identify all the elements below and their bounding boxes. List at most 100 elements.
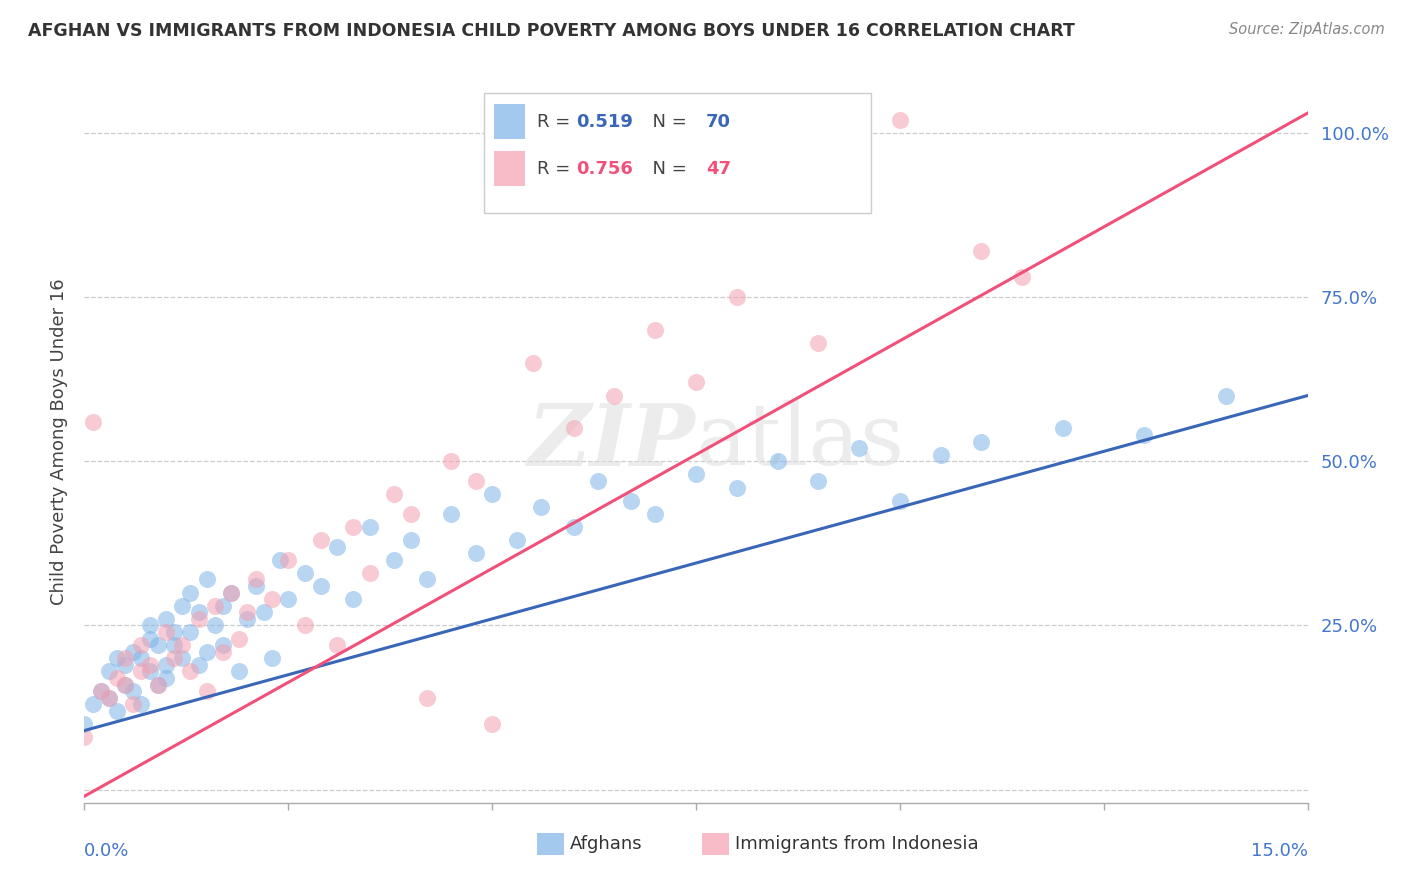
Point: [163, 638, 186, 652]
Point: [90, 684, 112, 698]
Point: [1133, 428, 1156, 442]
Point: [228, 665, 250, 679]
Text: Source: ZipAtlas.com: Source: ZipAtlas.com: [1229, 22, 1385, 37]
Point: [97, 665, 120, 679]
Point: [440, 507, 463, 521]
Point: [359, 520, 381, 534]
Text: R =: R =: [537, 160, 576, 178]
Point: [155, 671, 177, 685]
Point: [253, 605, 276, 619]
Text: 0.756: 0.756: [576, 160, 633, 178]
Point: [172, 651, 194, 665]
Bar: [537, 833, 564, 855]
Point: [195, 573, 218, 587]
Point: [97, 690, 120, 705]
Text: 0.0%: 0.0%: [84, 842, 129, 860]
Point: [277, 553, 299, 567]
Point: [277, 592, 299, 607]
Point: [685, 376, 707, 390]
Point: [326, 638, 349, 652]
Text: N =: N =: [641, 112, 692, 131]
Point: [219, 585, 242, 599]
Text: 47: 47: [706, 160, 731, 178]
Point: [212, 599, 235, 613]
Point: [122, 645, 145, 659]
Point: [1215, 388, 1237, 402]
Point: [326, 540, 349, 554]
Text: AFGHAN VS IMMIGRANTS FROM INDONESIA CHILD POVERTY AMONG BOYS UNDER 16 CORRELATIO: AFGHAN VS IMMIGRANTS FROM INDONESIA CHIL…: [28, 22, 1076, 40]
Point: [187, 605, 209, 619]
Point: [187, 612, 209, 626]
Point: [204, 599, 226, 613]
Point: [146, 677, 169, 691]
Point: [204, 618, 226, 632]
Point: [172, 599, 194, 613]
Point: [644, 323, 666, 337]
Text: N =: N =: [641, 160, 692, 178]
Point: [1011, 270, 1033, 285]
Point: [269, 553, 291, 567]
Point: [114, 657, 136, 672]
Point: [416, 690, 439, 705]
Point: [464, 546, 486, 560]
Text: R =: R =: [537, 112, 576, 131]
Point: [382, 487, 405, 501]
Point: [138, 618, 160, 632]
Bar: [702, 833, 728, 855]
Point: [105, 704, 128, 718]
Point: [82, 698, 104, 712]
Point: [155, 625, 177, 640]
Point: [644, 507, 666, 521]
Point: [163, 651, 186, 665]
Point: [97, 690, 120, 705]
Point: [359, 566, 381, 580]
Point: [464, 474, 486, 488]
Point: [603, 388, 626, 402]
Point: [122, 698, 145, 712]
Text: atlas: atlas: [696, 400, 905, 483]
Point: [146, 638, 169, 652]
Point: [522, 356, 544, 370]
Point: [245, 579, 267, 593]
Point: [163, 625, 186, 640]
Y-axis label: Child Poverty Among Boys Under 16: Child Poverty Among Boys Under 16: [49, 278, 67, 605]
Text: 15.0%: 15.0%: [1250, 842, 1308, 860]
Point: [138, 657, 160, 672]
Point: [294, 618, 316, 632]
Point: [73, 730, 96, 744]
Point: [970, 244, 993, 258]
Point: [155, 612, 177, 626]
Point: [146, 677, 169, 691]
Point: [122, 684, 145, 698]
Text: 70: 70: [706, 112, 731, 131]
Text: 0.519: 0.519: [576, 112, 633, 131]
Text: ZIP: ZIP: [529, 400, 696, 483]
Point: [236, 612, 259, 626]
Point: [228, 632, 250, 646]
Point: [236, 605, 259, 619]
Point: [848, 441, 870, 455]
Point: [179, 625, 201, 640]
Point: [82, 415, 104, 429]
FancyBboxPatch shape: [484, 93, 870, 212]
Point: [342, 592, 364, 607]
Point: [138, 665, 160, 679]
Point: [309, 579, 332, 593]
Point: [685, 467, 707, 482]
Point: [440, 454, 463, 468]
Point: [1052, 421, 1074, 435]
Point: [179, 585, 201, 599]
Point: [260, 592, 283, 607]
Point: [620, 493, 643, 508]
Point: [505, 533, 527, 547]
Point: [138, 632, 160, 646]
Point: [342, 520, 364, 534]
Point: [725, 481, 748, 495]
Point: [399, 507, 422, 521]
Point: [382, 553, 405, 567]
Point: [187, 657, 209, 672]
Point: [294, 566, 316, 580]
Point: [131, 698, 153, 712]
Point: [105, 671, 128, 685]
Bar: [494, 104, 524, 139]
